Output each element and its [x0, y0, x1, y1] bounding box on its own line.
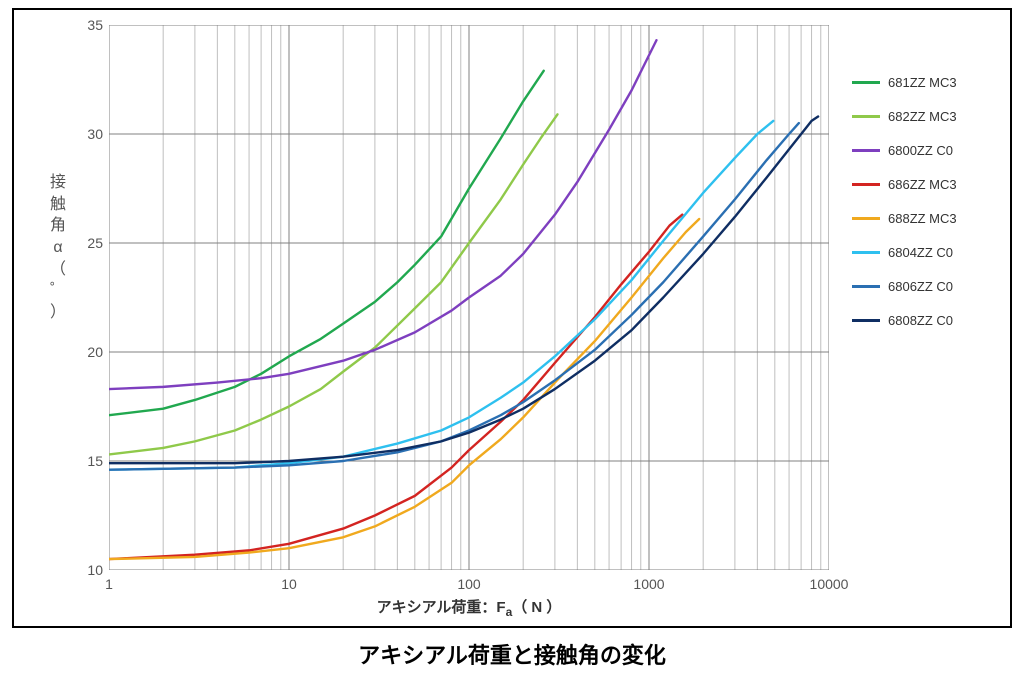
legend-swatch: [852, 183, 880, 186]
y-tick-label: 15: [79, 453, 103, 469]
legend: 681ZZ MC3 682ZZ MC3 6800ZZ C0 686ZZ MC3 688Z…: [852, 65, 957, 337]
legend-label: 6808ZZ C0: [888, 313, 953, 328]
plot-svg: [109, 25, 829, 570]
legend-item: 682ZZ MC3: [852, 99, 957, 133]
chart-caption: アキシアル荷重と接触角の変化: [0, 638, 1024, 670]
x-axis-label: アキシアル荷重：Fa（ N ）: [109, 596, 829, 619]
legend-swatch: [852, 285, 880, 288]
legend-label: 688ZZ MC3: [888, 211, 957, 226]
y-tick-label: 25: [79, 235, 103, 251]
legend-swatch: [852, 149, 880, 152]
legend-swatch: [852, 115, 880, 118]
legend-label: 6806ZZ C0: [888, 279, 953, 294]
legend-swatch: [852, 319, 880, 322]
chart-frame: 101520253035 110100100010000 接触角α（゜） アキシ…: [12, 8, 1012, 628]
x-tick-label: 10: [281, 576, 297, 592]
legend-item: 688ZZ MC3: [852, 201, 957, 235]
x-tick-label: 1000: [633, 576, 664, 592]
legend-item: 6808ZZ C0: [852, 303, 957, 337]
legend-label: 6804ZZ C0: [888, 245, 953, 260]
legend-item: 681ZZ MC3: [852, 65, 957, 99]
legend-label: 6800ZZ C0: [888, 143, 953, 158]
legend-swatch: [852, 251, 880, 254]
legend-label: 682ZZ MC3: [888, 109, 957, 124]
legend-item: 6806ZZ C0: [852, 269, 957, 303]
x-tick-label: 100: [457, 576, 480, 592]
y-tick-label: 30: [79, 126, 103, 142]
legend-swatch: [852, 81, 880, 84]
y-tick-label: 10: [79, 562, 103, 578]
legend-item: 6800ZZ C0: [852, 133, 957, 167]
x-tick-label: 10000: [810, 576, 849, 592]
y-axis-label: 接触角α（゜）: [49, 172, 67, 323]
legend-item: 686ZZ MC3: [852, 167, 957, 201]
legend-label: 681ZZ MC3: [888, 75, 957, 90]
legend-label: 686ZZ MC3: [888, 177, 957, 192]
y-tick-label: 20: [79, 344, 103, 360]
legend-swatch: [852, 217, 880, 220]
legend-item: 6804ZZ C0: [852, 235, 957, 269]
plot-area: [109, 25, 829, 570]
x-tick-label: 1: [105, 576, 113, 592]
y-tick-label: 35: [79, 17, 103, 33]
